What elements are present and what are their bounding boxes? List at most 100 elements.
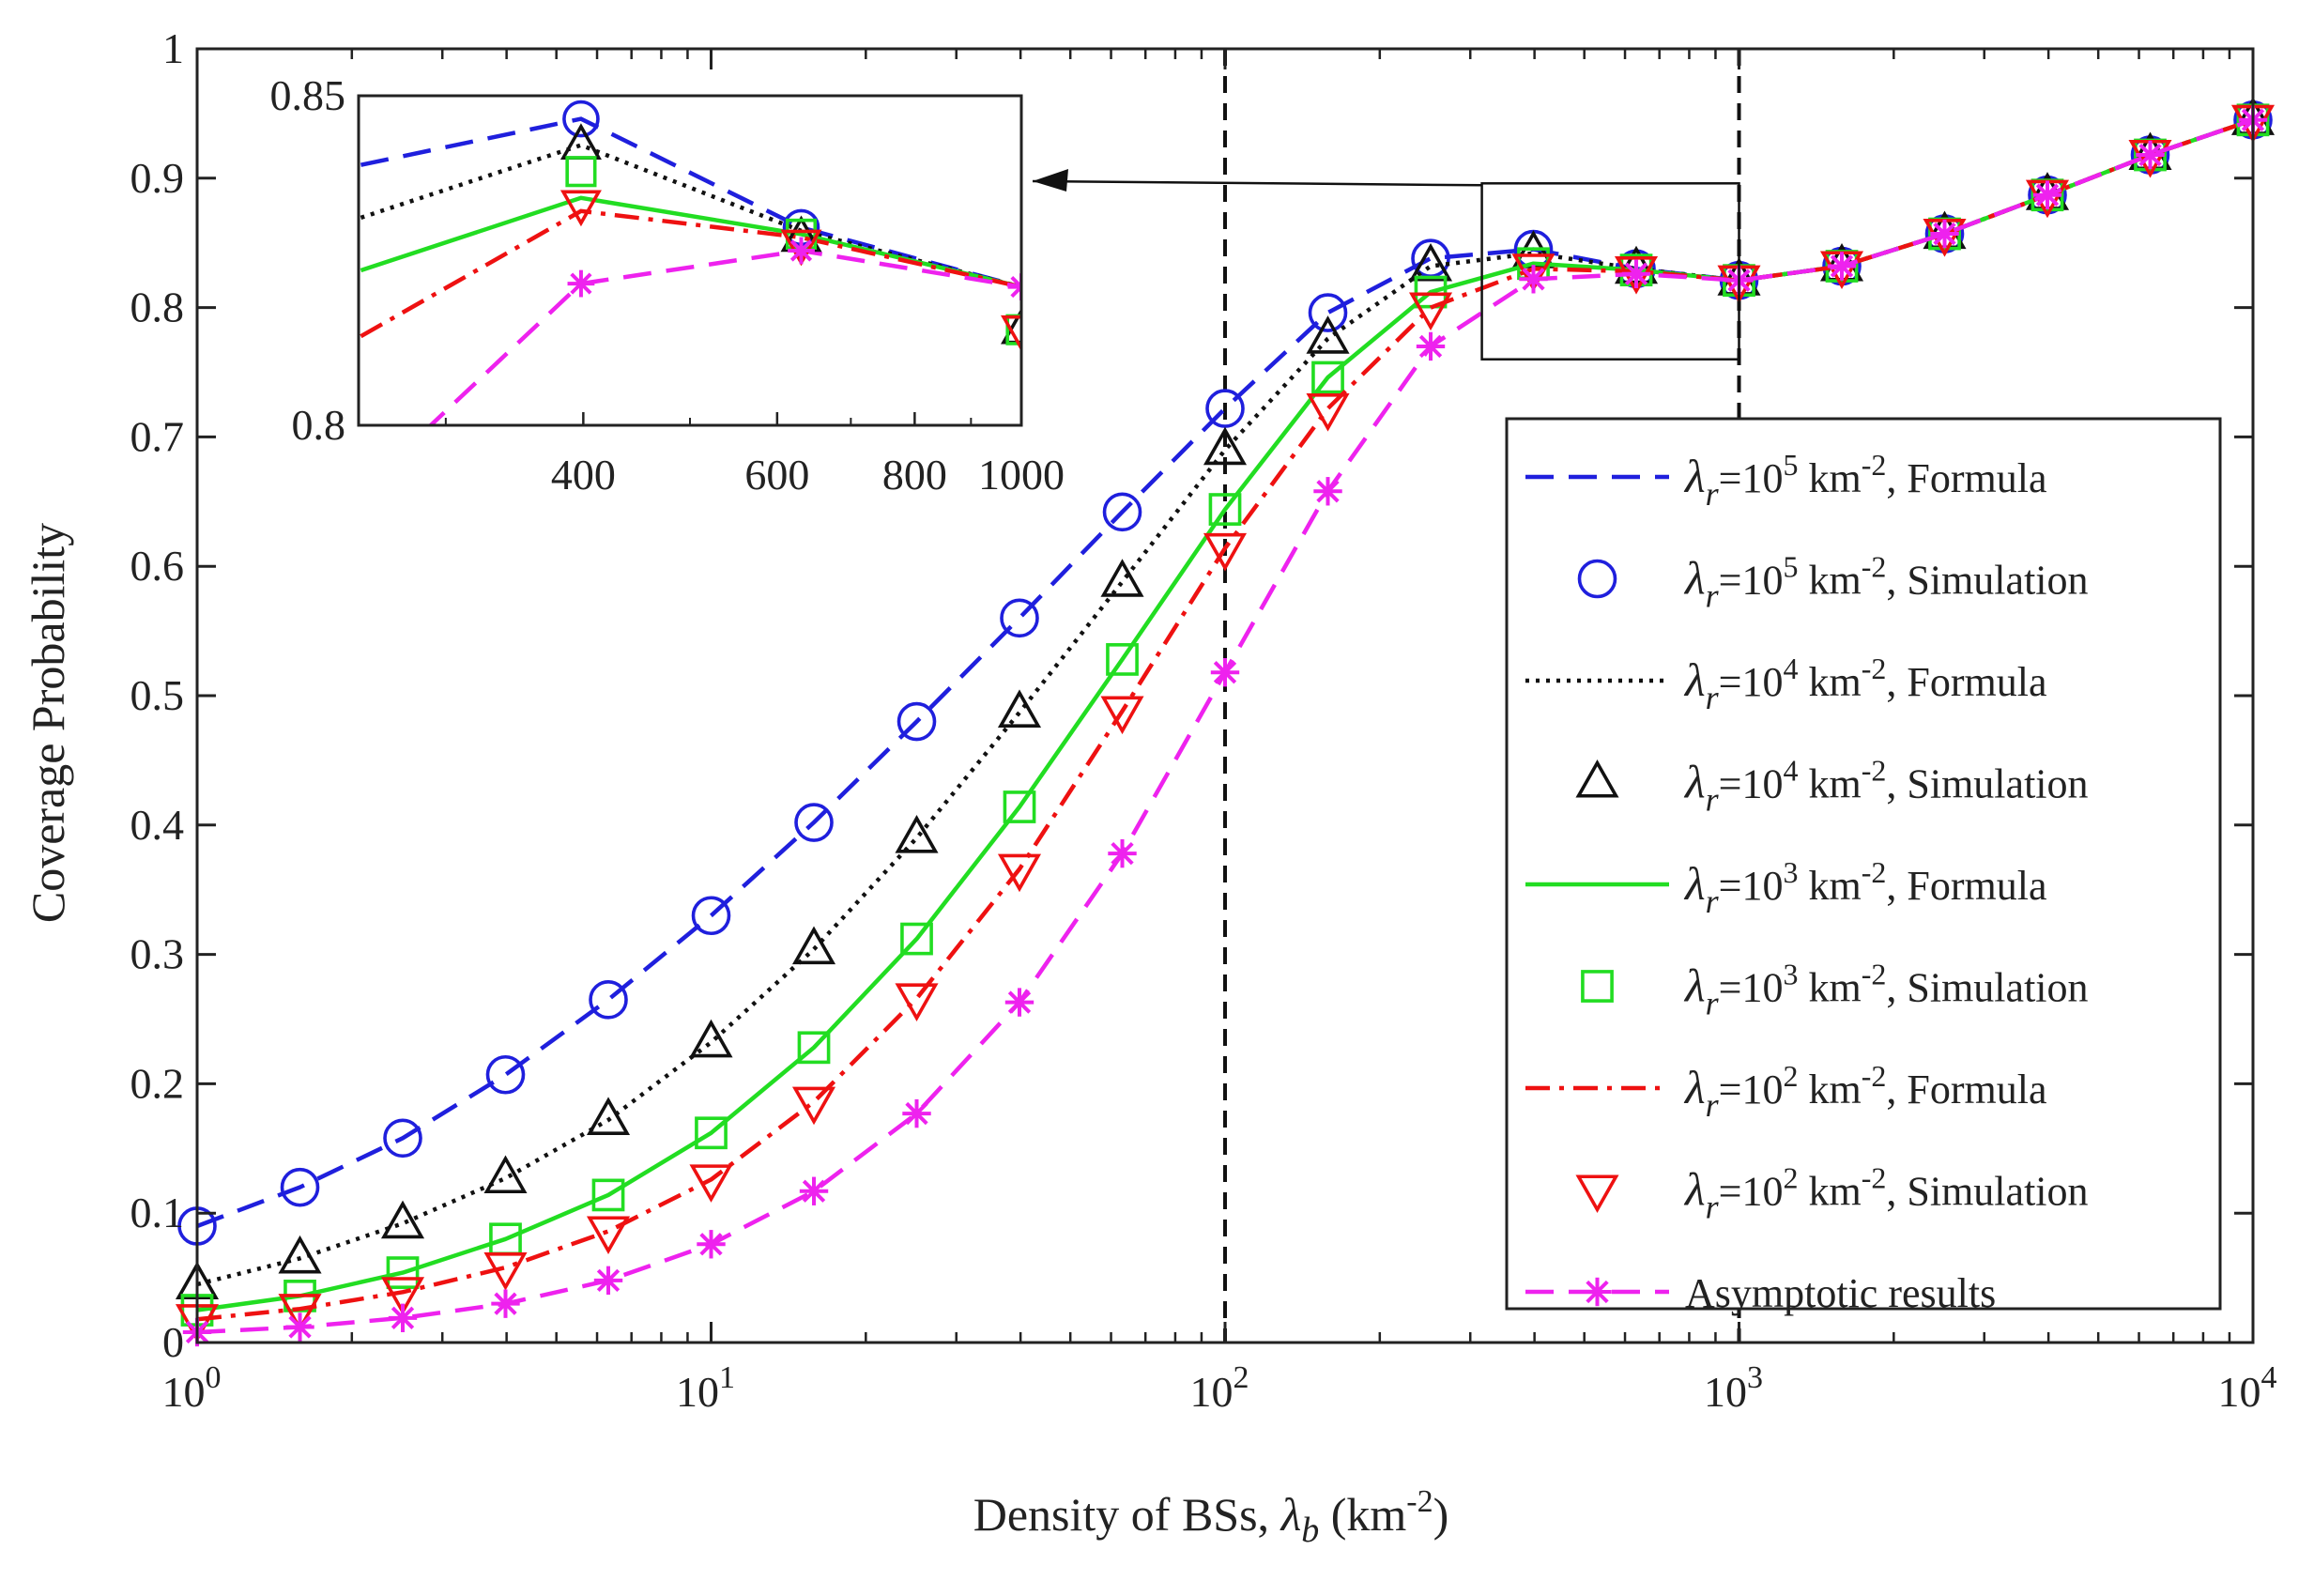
- series-1-point-4: [589, 980, 628, 1020]
- series-8-point-18: [2032, 180, 2062, 209]
- series-3-point-9: [1100, 559, 1144, 597]
- series-1-point-11: [1308, 293, 1348, 332]
- legend-entry-0: λr=105 km-2, Formula: [1525, 448, 2047, 513]
- series-3-point-7: [895, 815, 939, 853]
- series-5-point-10: [1208, 493, 1242, 526]
- series-5-point-4: [591, 1178, 625, 1212]
- legend-label-3: λr=104 km-2, Simulation: [1683, 754, 2089, 819]
- series-7-point-1: [278, 1294, 322, 1332]
- y-axis-label: Coverage Probability: [22, 523, 74, 923]
- inset-y-tick-label-1: 0.85: [270, 71, 346, 119]
- series-5-point-6: [797, 1031, 831, 1065]
- series-5-point-5: [695, 1116, 728, 1150]
- legend-label-0: λr=105 km-2, Formula: [1683, 448, 2047, 513]
- series-1-point-5: [691, 896, 731, 936]
- series-3-point-8: [997, 689, 1042, 728]
- series-1-point-2: [383, 1118, 422, 1159]
- series-1-point-8: [1000, 598, 1039, 638]
- series-7-point-2: [380, 1277, 425, 1315]
- legend-swatch-marker-7: [1575, 1174, 1619, 1214]
- x-axis-label: Density of BSs, λb (km-2): [973, 1484, 1449, 1550]
- y-tick-label-8: 0.8: [130, 284, 185, 331]
- y-tick-label-3: 0.3: [130, 930, 185, 978]
- legend-entry-4: λr=103 km-2, Formula: [1525, 855, 2047, 920]
- series-8-point-13: [1519, 265, 1548, 294]
- legend-label-8: Asymptotic results: [1685, 1270, 1996, 1316]
- series-8-point-8: [1004, 988, 1034, 1017]
- series-3-point-1: [278, 1235, 322, 1274]
- legend-entry-7: λr=102 km-2, Simulation: [1575, 1161, 2089, 1226]
- series-1-point-3: [485, 1054, 526, 1095]
- series-7-point-9: [1100, 696, 1144, 735]
- series-1-point-7: [896, 701, 937, 742]
- series-3-point-11: [1306, 315, 1350, 354]
- inset-x-tick-label-0: 400: [551, 451, 616, 499]
- series-3-point-6: [791, 926, 836, 965]
- x-tick-label-0: 100: [162, 1360, 222, 1416]
- series-3-point-10: [1203, 426, 1248, 466]
- series-7-point-7: [895, 983, 939, 1021]
- legend-entry-5: λr=103 km-2, Simulation: [1581, 958, 2089, 1022]
- x-tick-label-3: 103: [1704, 1360, 1763, 1416]
- inset-series-8-point-1: [788, 237, 815, 265]
- series-8: [182, 105, 2268, 1347]
- x-tick-label-4: 104: [2218, 1360, 2277, 1416]
- zoom-box: [1480, 182, 1740, 361]
- legend-entry-8: Asymptotic results: [1525, 1270, 1996, 1316]
- legend-label-6: λr=102 km-2, Formula: [1683, 1059, 2047, 1124]
- y-tick-label-4: 0.4: [130, 801, 185, 849]
- series-3-point-4: [586, 1097, 631, 1136]
- series-8-point-19: [2136, 140, 2165, 170]
- x-tick-label-2: 102: [1190, 1360, 1249, 1416]
- series-5-point-7: [900, 922, 933, 956]
- series-8-point-6: [799, 1176, 829, 1205]
- inset-line-6: [360, 208, 1021, 339]
- series-8-point-14: [1621, 259, 1651, 288]
- series-3-point-2: [380, 1200, 425, 1239]
- series-8-point-5: [697, 1230, 726, 1259]
- legend-swatch-marker-5: [1581, 970, 1614, 1003]
- inset-x-tick-label-3: 1000: [978, 451, 1065, 499]
- legend-label-7: λr=102 km-2, Simulation: [1683, 1161, 2089, 1226]
- inset-series: [360, 100, 1021, 425]
- y-tick-label-2: 0.2: [130, 1059, 185, 1107]
- inset-series-7-point-1: [780, 229, 822, 267]
- inset-line-8: [427, 248, 1021, 425]
- inset-x-tick-label-1: 600: [744, 451, 809, 499]
- legend-entry-1: λr=105 km-2, Simulation: [1577, 550, 2089, 615]
- zoom-arrow-line: [1032, 179, 1482, 187]
- series-1-point-10: [1205, 389, 1245, 428]
- series-8-point-11: [1313, 477, 1342, 506]
- legend-swatch-marker-8: [1583, 1277, 1612, 1307]
- series-7-point-10: [1203, 532, 1248, 572]
- series-8-point-1: [285, 1312, 314, 1342]
- series-1-point-1: [280, 1167, 320, 1207]
- x-tick-label-1: 101: [676, 1360, 735, 1416]
- legend-label-1: λr=105 km-2, Simulation: [1683, 550, 2089, 615]
- series-8-point-7: [902, 1098, 931, 1128]
- y-tick-label-5: 0.5: [130, 671, 185, 719]
- legend-entry-2: λr=104 km-2, Formula: [1525, 652, 2047, 716]
- legend-swatch-marker-3: [1575, 759, 1619, 798]
- legend-label-4: λr=103 km-2, Formula: [1683, 855, 2047, 920]
- series-3-point-12: [1408, 242, 1453, 282]
- legend-entry-6: λr=102 km-2, Formula: [1525, 1059, 2047, 1124]
- series-3-point-5: [689, 1019, 733, 1058]
- y-tick-label-10: 1: [162, 24, 184, 72]
- legend-entry-3: λr=104 km-2, Simulation: [1575, 754, 2089, 819]
- series-8-point-16: [1827, 252, 1857, 281]
- series-7-point-12: [1408, 292, 1453, 331]
- inset-series-8-point-0: [567, 269, 595, 298]
- series-1-point-9: [1102, 492, 1142, 532]
- inset-series-7-point-2: [1001, 315, 1021, 352]
- zoom-arrow-head: [1033, 169, 1068, 192]
- series-6: [196, 117, 2254, 1322]
- series-1-point-6: [794, 803, 834, 842]
- series-7-point-3: [483, 1252, 528, 1291]
- series-7-point-5: [689, 1164, 733, 1203]
- series-7-point-8: [997, 853, 1042, 893]
- series-8-point-10: [1210, 657, 1240, 687]
- series-7-point-4: [586, 1216, 631, 1255]
- inset-series-1-point-0: [562, 100, 600, 138]
